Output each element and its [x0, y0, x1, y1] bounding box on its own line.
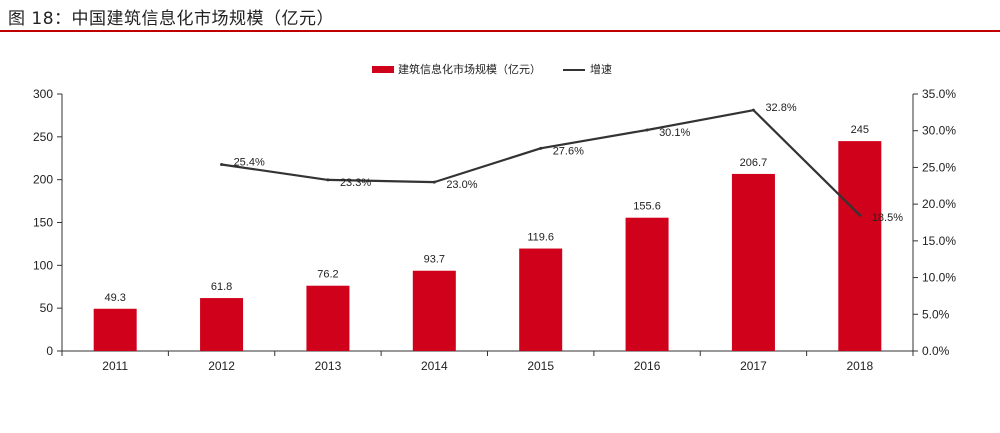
- right-tick-label: 35.0%: [922, 87, 956, 101]
- bar-value-label: 155.6: [633, 201, 661, 213]
- bar-value-label: 245: [851, 124, 869, 136]
- left-tick-label: 100: [33, 258, 53, 272]
- left-tick-label: 150: [33, 216, 53, 230]
- growth-point: [220, 162, 224, 166]
- bar-2017: [731, 173, 775, 351]
- right-tick-label: 30.0%: [922, 124, 956, 138]
- figure-title: 图 18：中国建筑信息化市场规模（亿元）: [8, 9, 335, 29]
- bar-2014: [412, 270, 456, 351]
- growth-point: [858, 213, 862, 217]
- bar-2011: [93, 308, 137, 351]
- bar-series: [93, 141, 882, 351]
- right-tick-label: 20.0%: [922, 197, 956, 211]
- legend-bar-swatch: [372, 66, 394, 73]
- bar-2012: [200, 298, 244, 351]
- x-tick-label: 2016: [634, 359, 661, 373]
- legend-line-label: 增速: [590, 62, 612, 76]
- growth-point: [326, 178, 330, 182]
- bar-2013: [306, 285, 350, 351]
- legend-bar-label: 建筑信息化市场规模（亿元）: [398, 62, 541, 76]
- x-tick-label: 2014: [421, 359, 448, 373]
- left-tick-label: 50: [40, 301, 54, 315]
- bar-value-label: 61.8: [211, 281, 232, 293]
- bar-value-label: 93.7: [424, 254, 445, 266]
- growth-value-label: 32.8%: [765, 102, 796, 114]
- growth-point: [432, 180, 436, 184]
- title-divider: [0, 30, 1000, 32]
- growth-value-label: 27.6%: [553, 145, 584, 157]
- left-tick-label: 300: [33, 87, 53, 101]
- bar-value-label: 76.2: [317, 269, 338, 281]
- x-tick-label: 2018: [846, 359, 873, 373]
- bar-value-label: 49.3: [104, 292, 125, 304]
- growth-value-label: 23.0%: [446, 179, 477, 191]
- bar-value-label: 119.6: [527, 232, 554, 244]
- right-tick-label: 10.0%: [922, 271, 956, 285]
- left-tick-label: 200: [33, 173, 53, 187]
- bar-2018: [838, 141, 882, 351]
- growth-value-label: 23.3%: [340, 177, 371, 189]
- data-labels: 49.3 61.8 76.2 93.7 119.6 155.6 206.7 245 25.4% 2…: [104, 102, 903, 304]
- growth-value-label: 30.1%: [659, 127, 690, 139]
- growth-line-series: [220, 108, 862, 217]
- right-tick-label: 0.0%: [922, 344, 950, 358]
- right-tick-label: 15.0%: [922, 234, 956, 248]
- x-tick-label: 2017: [740, 359, 767, 373]
- left-tick-label: 0: [46, 344, 53, 358]
- left-tick-label: 250: [33, 130, 53, 144]
- bar-value-label: 206.7: [740, 157, 768, 169]
- x-tick-label: 2015: [527, 359, 554, 373]
- growth-point: [539, 146, 543, 150]
- x-tick-label: 2013: [315, 359, 342, 373]
- growth-value-label: 25.4%: [234, 156, 265, 168]
- bar-2016: [625, 217, 669, 351]
- right-tick-label: 5.0%: [922, 307, 950, 321]
- x-tick-label: 2011: [102, 359, 128, 373]
- growth-value-label: 18.5%: [872, 212, 903, 224]
- right-tick-label: 25.0%: [922, 160, 956, 174]
- growth-point: [645, 128, 649, 132]
- chart-axes: 0 50 100 150 200 250 300 0.0% 5.0% 10.0% 15.0% 20.0…: [33, 87, 956, 373]
- growth-point: [751, 108, 755, 112]
- chart-legend: 建筑信息化市场规模（亿元） 增速: [372, 62, 612, 76]
- bar-2015: [519, 248, 563, 351]
- x-tick-label: 2012: [208, 359, 235, 373]
